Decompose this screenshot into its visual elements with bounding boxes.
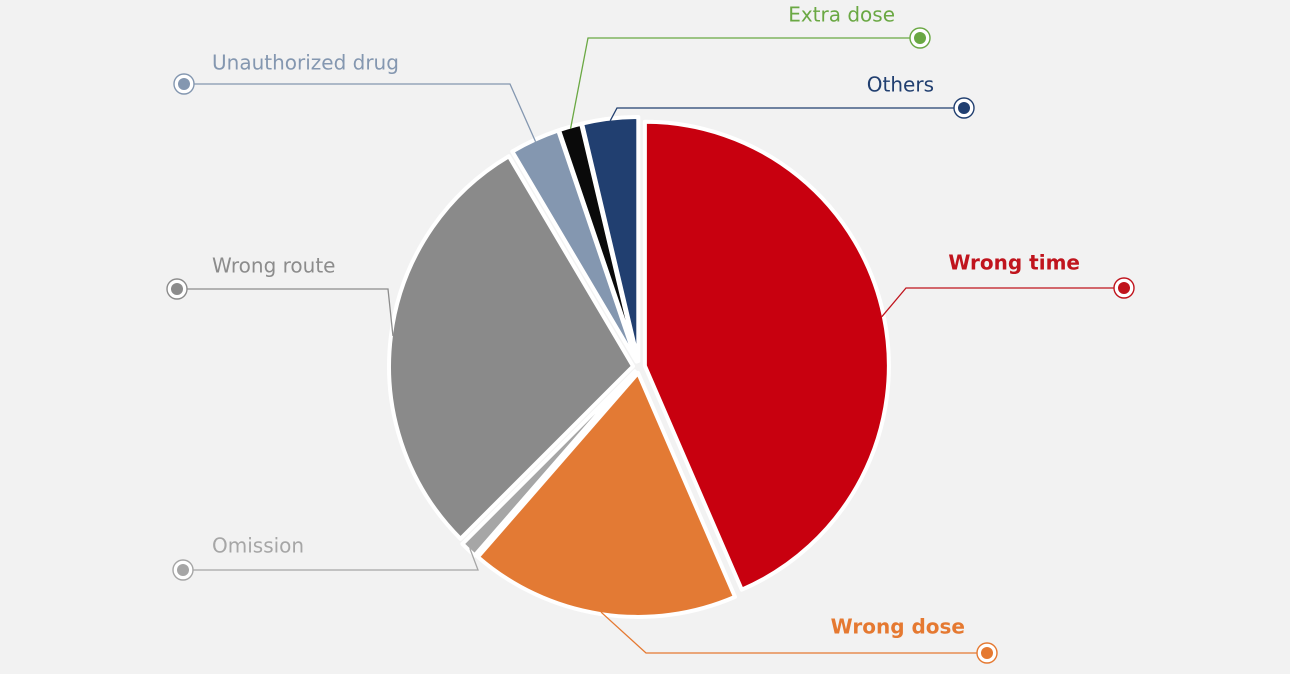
callout-line-others [609, 107, 964, 121]
pie-slice-wrong-time[interactable] [642, 119, 891, 592]
callout-line-wrong-time [881, 287, 1124, 318]
callout-line-unauthorized-drug [184, 83, 537, 142]
callout-line-wrong-dose [600, 611, 987, 654]
slice-label-omission: Omission [212, 534, 304, 558]
slice-label-others: Others [867, 73, 934, 97]
slice-label-wrong-route: Wrong route [212, 254, 335, 278]
legend-marker-dot-wrong-dose [981, 647, 993, 659]
slice-label-unauthorized-drug: Unauthorized drug [212, 51, 399, 75]
pie-slice-others[interactable] [580, 115, 641, 364]
pie-slice-omission[interactable] [460, 369, 637, 558]
legend-marker-dot-wrong-time [1118, 282, 1130, 294]
legend-marker-dot-wrong-route [171, 283, 183, 295]
legend-marker-dot-omission [177, 564, 189, 576]
slice-label-wrong-time: Wrong time [948, 251, 1080, 275]
callout-line-wrong-route [177, 288, 394, 336]
legend-marker-dot-others [958, 102, 970, 114]
slice-label-extra-dose: Extra dose [788, 3, 895, 27]
pie-slice-wrong-dose[interactable] [475, 370, 737, 619]
legend-marker-dot-unauthorized-drug [178, 78, 190, 90]
pie-slice-wrong-route[interactable] [387, 154, 636, 541]
legend-marker-dot-extra-dose [914, 32, 926, 44]
callout-line-extra-dose [569, 37, 920, 129]
slice-label-wrong-dose: Wrong dose [831, 615, 965, 639]
callout-line-omission [183, 548, 479, 571]
